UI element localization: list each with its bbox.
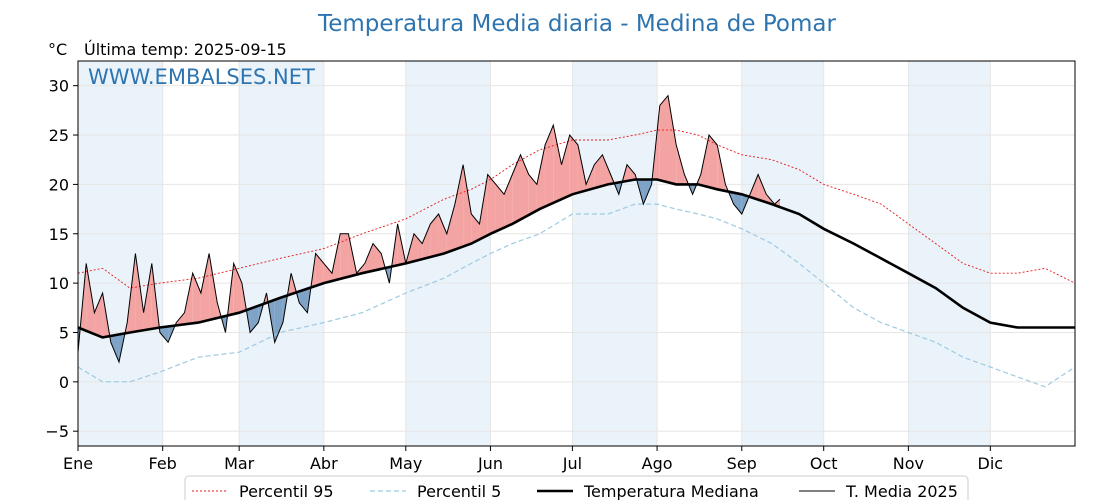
legend-year-label: T. Media 2025 (845, 482, 958, 500)
x-tick-label: Feb (149, 454, 177, 473)
series-line-p95 (77, 129, 1076, 289)
month-band (741, 61, 824, 446)
plot-frame (77, 60, 1076, 447)
x-tick-label: Ago (642, 454, 673, 473)
anomaly-fill (545, 125, 554, 207)
y-tick-label: 25 (49, 126, 69, 145)
anomaly-fill (586, 164, 595, 191)
y-axis-unit-label: °C (48, 40, 67, 59)
anomaly-fill (536, 144, 546, 211)
y-tick-label: 0 (59, 373, 69, 392)
y-tick-label: 30 (49, 77, 69, 96)
anomaly-fill (569, 135, 578, 196)
anomaly-fill (192, 273, 201, 324)
anomaly-fill (668, 95, 677, 185)
anomaly-fill (86, 263, 95, 335)
anomaly-fill (422, 223, 431, 260)
anomaly-fill (733, 192, 742, 215)
y-tick-label: −5 (45, 422, 69, 441)
x-tick-label: Ene (63, 454, 93, 473)
anomaly-fill (184, 273, 193, 325)
x-tick-label: Oct (810, 454, 838, 473)
anomaly-fill (602, 154, 611, 186)
anomaly-fill (135, 253, 144, 332)
y-tick-label: 10 (49, 274, 69, 293)
anomaly-fill (323, 263, 333, 284)
anomaly-fill (520, 154, 529, 220)
anomaly-fill (676, 144, 685, 185)
anomaly-fill (627, 164, 636, 181)
grid (77, 61, 1075, 446)
anomaly-fill (430, 214, 439, 258)
series-line-p5 (77, 203, 1076, 388)
y-tick-label: 5 (59, 323, 69, 342)
x-tick-label: Nov (893, 454, 924, 473)
y-axis: −5 0 5 10 15 20 25 30 (45, 77, 78, 441)
x-tick-label: Abr (310, 454, 338, 473)
anomaly-fill (143, 263, 152, 331)
anomaly-fill (438, 214, 447, 255)
anomaly-fill (209, 253, 218, 320)
anomaly-fill (553, 125, 562, 203)
series-lines (77, 94, 1076, 388)
anomaly-fill (561, 135, 570, 200)
legend: Percentil 95 Percentil 5 Temperatura Med… (184, 475, 969, 500)
series-line-median (77, 178, 1075, 339)
month-band (572, 61, 658, 446)
anomaly-fill (749, 174, 759, 200)
x-tick-label: Dic (978, 454, 1004, 473)
watermark: WWW.EMBALSES.NET (88, 65, 315, 89)
legend-box (184, 475, 969, 500)
anomaly-fill (758, 174, 767, 203)
plot-background (78, 61, 991, 446)
anomaly-fill (250, 305, 259, 333)
legend-p95-label: Percentil 95 (239, 482, 334, 500)
anomaly-fill (708, 135, 718, 190)
anomaly-fill (200, 253, 210, 322)
anomaly-fill (299, 288, 308, 313)
anomaly-fill (110, 334, 119, 363)
x-tick-label: Sep (727, 454, 757, 473)
anomaly-fill (594, 154, 603, 189)
anomaly-fill (274, 296, 283, 343)
y-tick-label: 20 (49, 175, 69, 194)
month-band (239, 61, 324, 446)
anomaly-fill (364, 243, 374, 273)
x-tick-label: Mar (224, 454, 255, 473)
anomaly-fill (413, 233, 423, 262)
anomaly-fill (528, 174, 537, 215)
anomaly-fill (159, 326, 169, 343)
anomaly-fill (659, 95, 669, 183)
x-tick-label: Jul (562, 454, 582, 473)
anomaly-fill (504, 174, 513, 228)
anomaly-fill (446, 204, 455, 253)
anomaly-fill (463, 164, 472, 247)
x-tick-label: May (389, 454, 422, 473)
anomaly-fill (479, 174, 488, 240)
last-temp-label: Última temp: 2025-09-15 (84, 40, 287, 59)
legend-median-label: Temperatura Mediana (583, 482, 759, 500)
legend-p5-label: Percentil 5 (417, 482, 501, 500)
chart-title: Temperatura Media diaria - Medina de Pom… (317, 11, 836, 37)
anomaly-fill (495, 184, 505, 232)
anomaly-fill (340, 233, 349, 279)
x-axis: Ene Feb Mar Abr May Jun Jul Ago Sep Oct Nov Dic (63, 446, 1003, 473)
anomaly-fill (233, 263, 242, 315)
series-line-2025 (77, 94, 781, 364)
anomaly-fill (512, 154, 521, 224)
anomaly-fill (700, 135, 709, 188)
anomaly-fill (487, 174, 496, 236)
anomaly-fill (373, 243, 382, 271)
y-tick-label: 15 (49, 225, 69, 244)
x-tick-label: Jun (477, 454, 503, 473)
anomaly-fill (94, 292, 103, 338)
month-band (78, 61, 163, 446)
anomaly-fill (454, 164, 464, 250)
